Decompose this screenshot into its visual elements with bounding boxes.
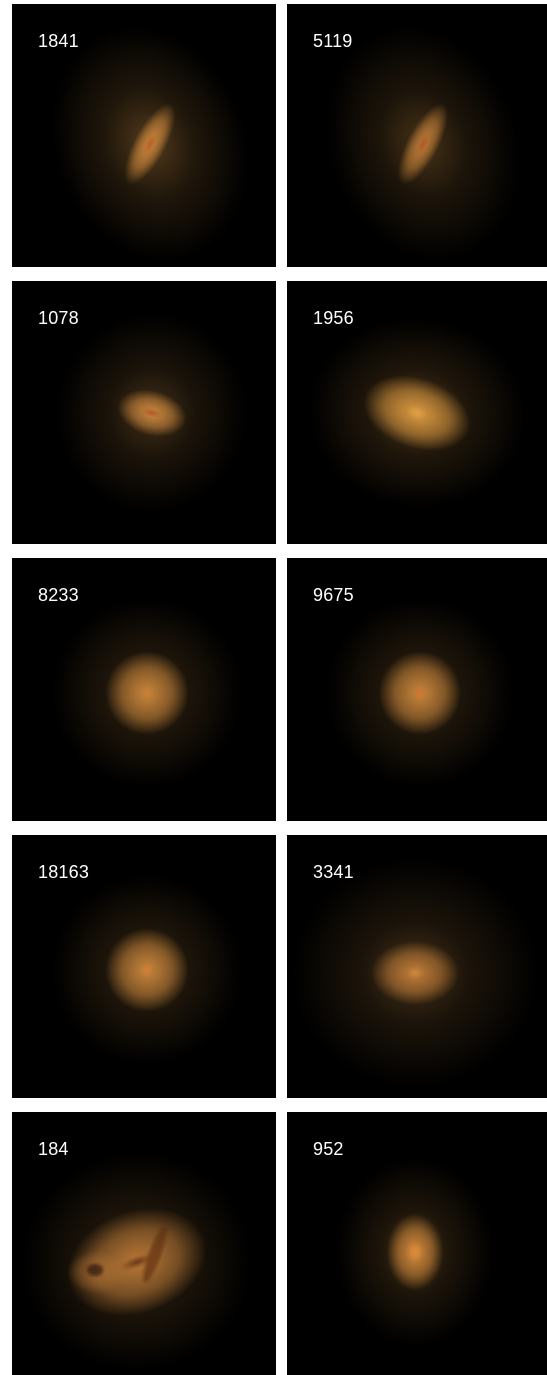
galaxy-panel-1841: 1841	[12, 4, 276, 267]
galaxy-dust-lane	[143, 1225, 167, 1283]
galaxy-panel-184: 184	[12, 1112, 276, 1375]
panel-label: 1841	[38, 31, 79, 51]
galaxy-nucleus	[142, 409, 162, 417]
galaxy-nucleus	[416, 133, 430, 155]
galaxy-panel-9675: 9675	[287, 558, 547, 821]
panel-label: 1956	[313, 308, 354, 328]
galaxy-image	[336, 1157, 494, 1347]
galaxy-panel-952: 952	[287, 1112, 547, 1375]
panel-label: 1078	[38, 308, 79, 328]
galaxy-nucleus	[143, 133, 157, 155]
galaxy-panel-1956: 1956	[287, 281, 547, 544]
galaxy-panel-18163: 18163	[12, 835, 276, 1098]
galaxy-image	[326, 598, 514, 788]
galaxy-image	[56, 313, 248, 513]
galaxy-nucleus	[142, 688, 152, 698]
galaxy-image	[52, 875, 242, 1065]
panel-label: 952	[313, 1139, 344, 1159]
galaxy-nucleus	[407, 406, 427, 420]
galaxy-image	[52, 598, 242, 788]
panel-label: 8233	[38, 585, 79, 605]
galaxy-nucleus	[142, 965, 152, 975]
galaxy-dark-knot	[87, 1264, 103, 1276]
galaxy-nucleus	[119, 1254, 155, 1270]
panel-label: 3341	[313, 862, 354, 882]
galaxy-grid: 1841 5119 1078 1956 8233 9675 18163 3341…	[12, 4, 547, 1375]
galaxy-nucleus	[407, 1242, 423, 1262]
galaxy-image	[22, 1151, 252, 1373]
galaxy-panel-3341: 3341	[287, 835, 547, 1098]
galaxy-nucleus	[407, 967, 423, 979]
galaxy-image	[308, 317, 526, 509]
panel-label: 9675	[313, 585, 354, 605]
panel-label: 184	[38, 1139, 69, 1159]
galaxy-panel-5119: 5119	[287, 4, 547, 267]
galaxy-nucleus	[415, 688, 425, 698]
galaxy-panel-1078: 1078	[12, 281, 276, 544]
galaxy-panel-8233: 8233	[12, 558, 276, 821]
panel-label: 5119	[313, 31, 353, 51]
galaxy-image	[291, 858, 539, 1088]
panel-label: 18163	[38, 862, 90, 882]
galaxy-image	[325, 26, 520, 262]
galaxy-image	[51, 26, 249, 262]
